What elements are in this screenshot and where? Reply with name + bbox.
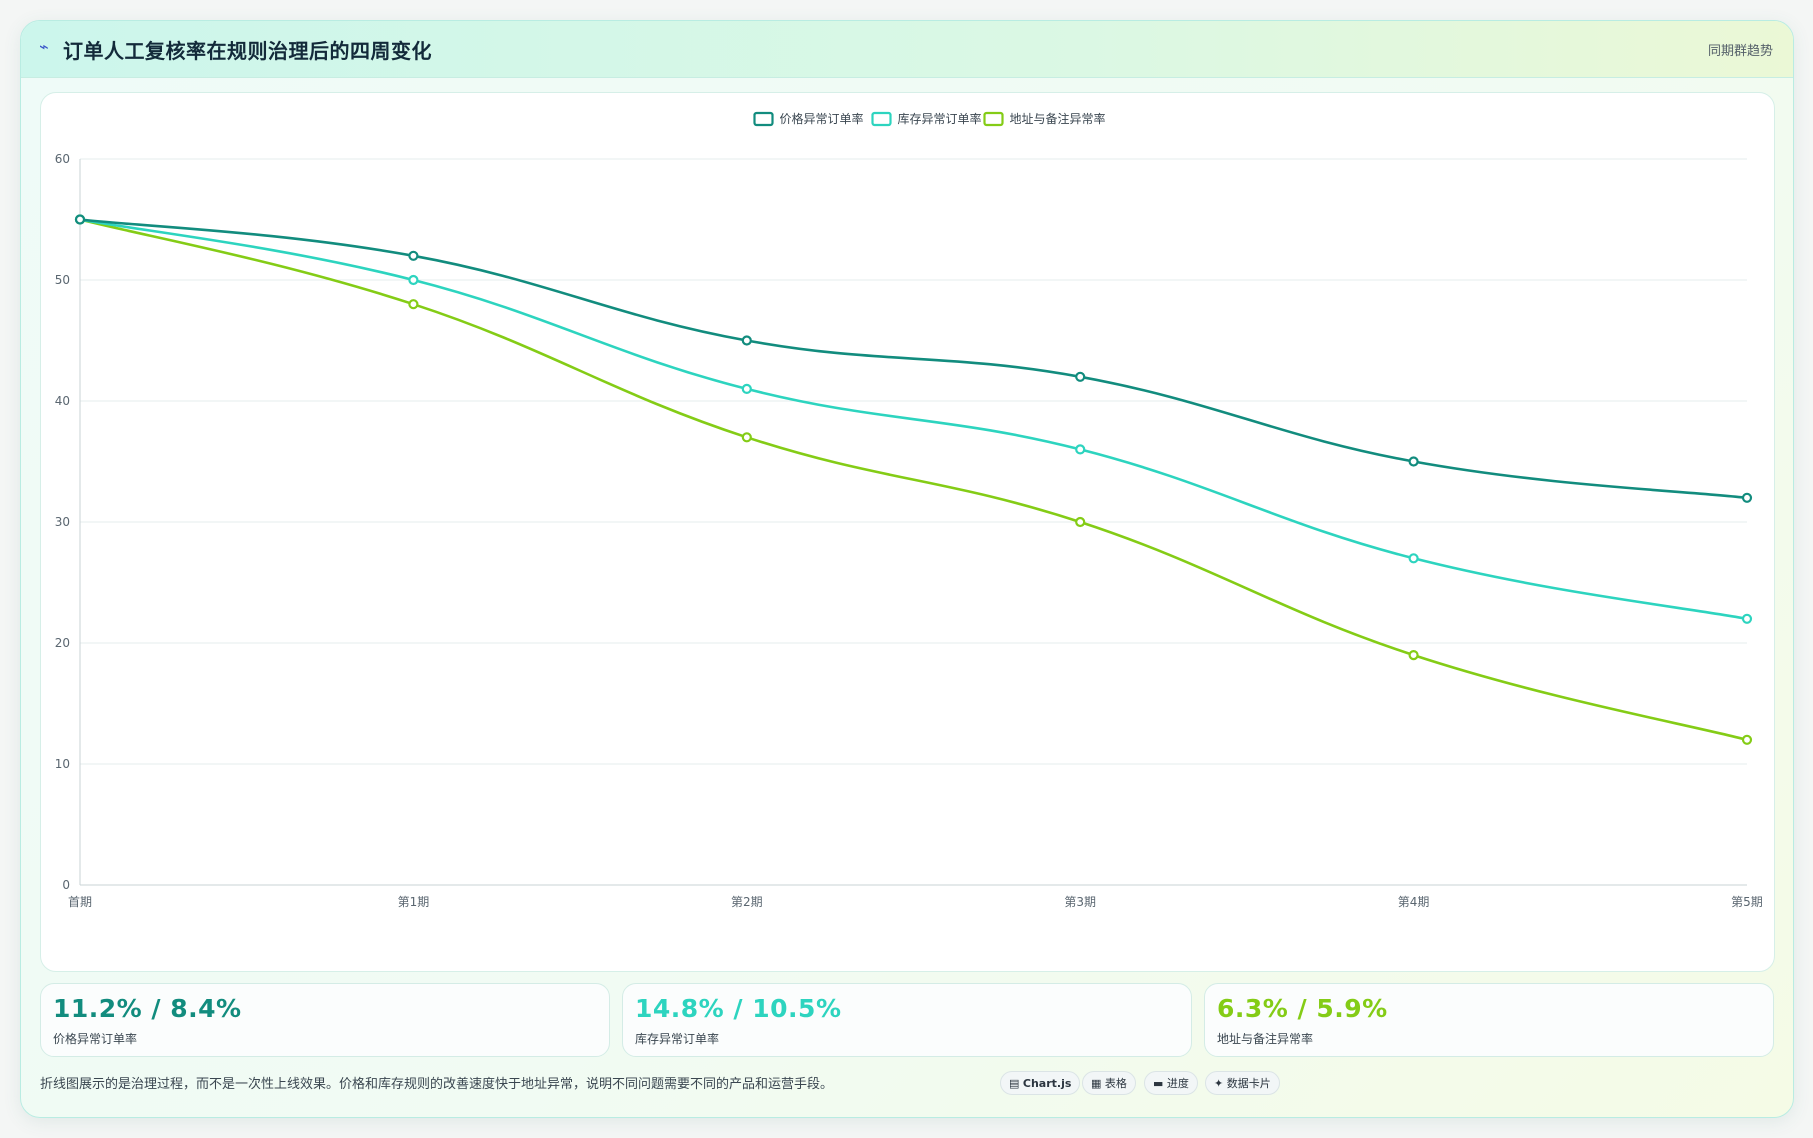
kpi-label: 库存异常订单率 (635, 1032, 720, 1046)
x-tick-label: 第1期 (398, 895, 430, 909)
x-tick-label: 第4期 (1398, 895, 1430, 909)
data-point (741, 335, 752, 346)
kpi-card-price: 11.2% / 8.4% 价格异常订单率 (40, 983, 610, 1057)
kpi-value: 14.8% / 10.5% (635, 994, 842, 1023)
data-point (1075, 516, 1086, 528)
y-tick-label: 40 (55, 394, 70, 408)
y-tick-label: 10 (55, 757, 70, 771)
tag-chartjs[interactable]: ▤ Chart.js (1000, 1071, 1081, 1095)
data-point (741, 432, 752, 443)
header-tag: 同期群趋势 (1707, 44, 1773, 59)
kpi-card-address: 6.3% / 5.9% 地址与备注异常率 (1204, 983, 1774, 1057)
trend-icon: ⌁ (39, 37, 49, 56)
footnote: 折线图展示的是治理过程，而不是一次性上线效果。价格和库存规则的改善速度快于地址异… (40, 1077, 834, 1092)
kpi-label: 地址与备注异常率 (1217, 1032, 1314, 1046)
y-tick-label: 60 (55, 152, 70, 166)
series-line (79, 218, 1748, 621)
data-point (74, 214, 86, 225)
x-tick-label: 第2期 (731, 895, 763, 909)
x-tick-label: 首期 (68, 895, 92, 909)
data-point (1408, 649, 1419, 661)
y-tick-label: 30 (55, 515, 70, 529)
x-tick-label: 第3期 (1064, 895, 1096, 909)
data-point (408, 274, 419, 286)
card-header: ⌁ 订单人工复核率在规则治理后的四周变化 同期群趋势 (21, 21, 1793, 78)
tag-progress[interactable]: ▬ 进度 (1144, 1071, 1198, 1095)
data-point (1741, 734, 1753, 745)
legend-label: 库存异常订单率 (898, 111, 982, 126)
data-point (1408, 456, 1419, 467)
data-point (1741, 613, 1753, 624)
y-tick-label: 50 (55, 273, 70, 287)
legend-swatch (871, 111, 892, 127)
legend-label: 价格异常订单率 (780, 111, 864, 126)
legend-label: 地址与备注异常率 (1010, 111, 1106, 126)
line-chart: 0 10 20 30 40 50 60 首期 第1期 第2期 第3期 第4期 第5期 价格异常订单率 库存异… (55, 111, 1763, 909)
legend-swatch (753, 111, 774, 127)
data-point (408, 299, 419, 310)
data-point (1075, 444, 1086, 455)
legend-swatch (983, 111, 1004, 127)
y-tick-label: 0 (62, 878, 70, 892)
series-line (79, 218, 1748, 742)
kpi-card-stock: 14.8% / 10.5% 库存异常订单率 (622, 983, 1192, 1057)
chart-icon: ▤ (1009, 1077, 1020, 1090)
kpi-value: 6.3% / 5.9% (1217, 994, 1388, 1023)
sparkle-icon: ✦ (1214, 1077, 1224, 1090)
data-point (1741, 492, 1753, 503)
data-point (408, 250, 419, 261)
x-tick-label: 第5期 (1731, 895, 1763, 909)
tag-table[interactable]: ▦ 表格 (1082, 1071, 1136, 1095)
report-card: ⌁ 订单人工复核率在规则治理后的四周变化 同期群趋势 0 10 20 30 40 50 60… (20, 20, 1794, 1118)
series-line (79, 218, 1748, 500)
kpi-label: 价格异常订单率 (53, 1032, 138, 1046)
page-title: 订单人工复核率在规则治理后的四周变化 (63, 39, 432, 63)
chart-panel: 0 10 20 30 40 50 60 首期 第1期 第2期 第3期 第4期 第5期 价格异常订单率 库存异… (40, 92, 1775, 972)
y-tick-label: 20 (55, 636, 70, 650)
data-point (741, 383, 752, 394)
table-icon: ▦ (1091, 1077, 1102, 1090)
tag-data-card[interactable]: ✦ 数据卡片 (1205, 1071, 1280, 1095)
kpi-value: 11.2% / 8.4% (53, 994, 242, 1023)
data-point (1075, 371, 1086, 382)
data-point (1408, 553, 1419, 564)
progress-icon: ▬ (1153, 1077, 1164, 1090)
